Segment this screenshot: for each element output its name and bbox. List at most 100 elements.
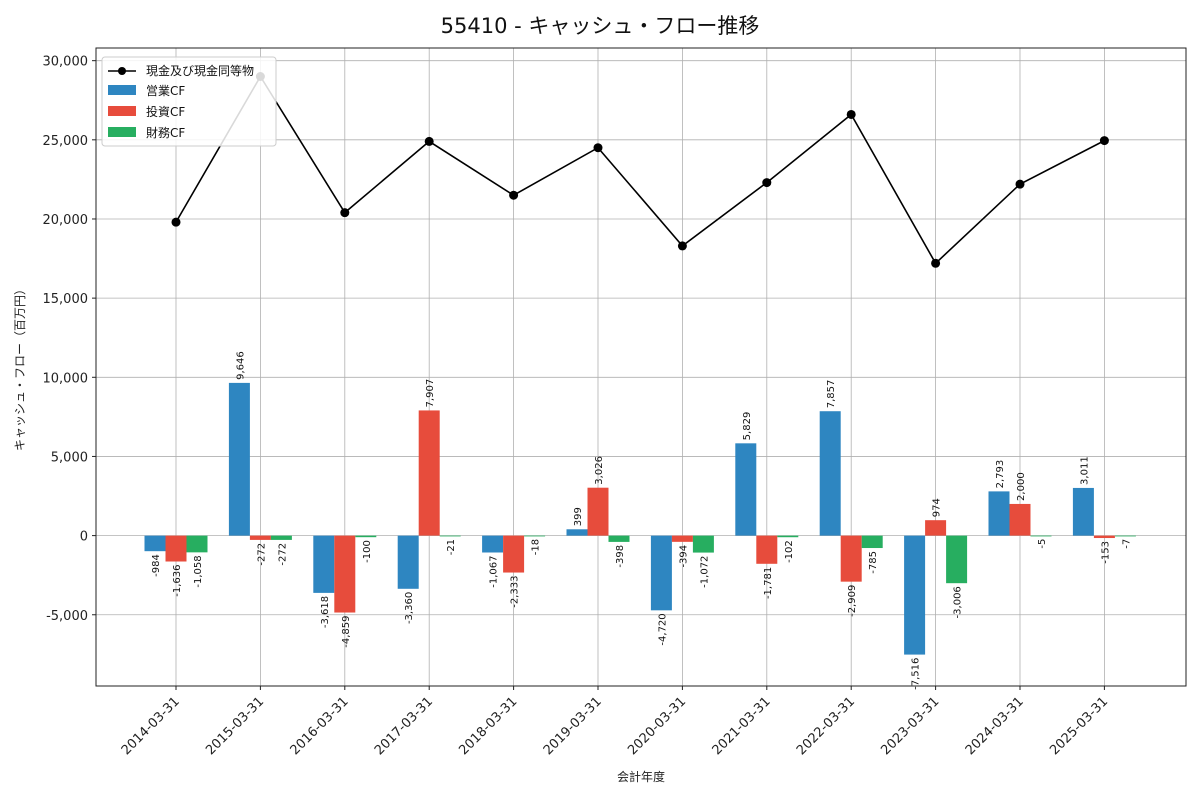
x-tick-label: 2022-03-31 <box>794 694 858 758</box>
cash-point <box>762 178 772 188</box>
investing-cf-label: 3,026 <box>594 456 605 485</box>
investing-cf-label: 2,000 <box>1016 472 1027 501</box>
investing-cf-label: -2,333 <box>510 576 521 608</box>
financing-cf-bar <box>270 535 292 540</box>
y-tick-label: -5,000 <box>46 609 88 624</box>
legend-swatch-financing <box>108 127 136 137</box>
financing-cf-bar <box>1114 535 1136 537</box>
x-tick-label: 2024-03-31 <box>963 694 1027 758</box>
investing-cf-bar <box>587 487 609 536</box>
operating-cf-label: -984 <box>151 554 162 577</box>
operating-cf-label: -7,516 <box>911 658 922 690</box>
investing-cf-label: -153 <box>1100 541 1111 564</box>
investing-cf-label: -394 <box>678 545 689 568</box>
financing-cf-label: -1,072 <box>699 556 710 588</box>
y-tick-label: 20,000 <box>43 213 89 228</box>
financing-cf-bar <box>355 535 377 538</box>
investing-cf-label: -272 <box>256 543 267 566</box>
operating-cf-bar <box>144 535 166 552</box>
investing-cf-bar <box>1009 503 1031 536</box>
y-tick-label: 5,000 <box>51 450 88 465</box>
plot-frame <box>95 47 1187 687</box>
cash-line <box>175 74 1105 265</box>
financing-cf-bar <box>1030 535 1052 537</box>
financing-cf-label: -5 <box>1037 539 1048 549</box>
operating-cf-label: 5,829 <box>742 412 753 441</box>
x-tick-label: 2016-03-31 <box>288 694 352 758</box>
investing-cf-bar <box>418 410 440 536</box>
legend-label-cash: 現金及び現金同等物 <box>146 63 254 78</box>
operating-cf-bar <box>1072 487 1094 536</box>
financing-cf-label: -21 <box>446 539 457 555</box>
operating-cf-label: 9,646 <box>235 351 246 380</box>
investing-cf-bar <box>671 535 693 542</box>
x-ticks: 2014-03-31 2015-03-31 2016-03-31 2017-03-31… <box>119 686 1111 758</box>
investing-cf-bar <box>756 535 778 564</box>
operating-cf-bar <box>819 411 841 536</box>
cash-line-group <box>171 71 1109 268</box>
financing-cf-label: -100 <box>362 540 373 563</box>
x-tick-label: 2019-03-31 <box>541 694 605 758</box>
legend-label-investing: 投資CF <box>146 104 185 119</box>
x-tick-label: 2018-03-31 <box>456 694 520 758</box>
cash-point <box>677 241 687 251</box>
legend-label-operating: 営業CF <box>146 84 185 98</box>
operating-cf-bar <box>988 491 1010 536</box>
data-labels-group: -984 9,646 -3,618 -3,360 -1,067 399 -4,720 5,82… <box>151 351 1132 690</box>
financing-cf-bar <box>777 535 799 538</box>
financing-cf-label: -18 <box>531 539 542 555</box>
y-ticks: -5,000 0 5,000 10,000 15,000 20,000 25,000 30,0… <box>43 55 96 624</box>
operating-cf-bar <box>482 535 504 553</box>
operating-cf-label: 7,857 <box>826 380 837 409</box>
investing-cf-label: -1,636 <box>172 565 183 597</box>
financing-cf-bar <box>608 535 630 542</box>
chart-title: 55410 - キャッシュ・フロー推移 <box>441 14 760 38</box>
y-tick-label: 15,000 <box>43 292 89 307</box>
operating-cf-label: 2,793 <box>995 460 1006 489</box>
cash-point <box>340 208 350 218</box>
x-tick-label: 2023-03-31 <box>878 694 942 758</box>
investing-cf-bar <box>503 535 525 573</box>
operating-cf-bar <box>566 529 588 536</box>
y-axis-label: キャッシュ・フロー（百万円） <box>13 283 27 451</box>
operating-cf-label: -3,618 <box>320 596 331 628</box>
operating-cf-bar <box>735 443 757 536</box>
y-tick-label: 30,000 <box>43 55 89 70</box>
investing-cf-bar <box>334 535 356 613</box>
legend-box <box>101 56 277 147</box>
cash-point <box>846 109 856 119</box>
cash-point <box>424 136 434 146</box>
investing-cf-label: -1,781 <box>763 567 774 599</box>
grid-lines <box>96 48 1186 686</box>
x-tick-label: 2015-03-31 <box>203 694 267 758</box>
investing-cf-bar <box>165 535 187 562</box>
financing-cf-bar <box>692 535 714 553</box>
x-tick-label: 2025-03-31 <box>1047 694 1111 758</box>
financing-cf-bar <box>946 535 968 584</box>
operating-cf-label: -4,720 <box>657 613 668 645</box>
investing-cf-bar <box>925 520 947 536</box>
investing-cf-label: -2,909 <box>847 585 858 617</box>
x-tick-label: 2017-03-31 <box>372 694 436 758</box>
financing-cf-bar <box>861 535 883 549</box>
investing-cf-bar <box>840 535 862 582</box>
legend-label-financing: 財務CF <box>146 125 185 140</box>
y-tick-label: 25,000 <box>43 134 89 149</box>
financing-cf-bar <box>439 535 461 537</box>
operating-cf-bar <box>904 535 926 655</box>
investing-cf-label: 974 <box>932 498 943 517</box>
investing-cf-label: -4,859 <box>341 616 352 648</box>
operating-cf-bar <box>313 535 335 593</box>
financing-cf-bar <box>524 535 546 537</box>
financing-cf-label: -7 <box>1121 539 1132 549</box>
legend-swatch-investing <box>108 106 136 116</box>
cash-point <box>1015 179 1025 189</box>
bars-group <box>144 382 1136 655</box>
investing-cf-bar <box>1093 535 1115 539</box>
cash-point <box>593 143 603 153</box>
x-axis-label: 会計年度 <box>617 769 665 784</box>
financing-cf-bar <box>186 535 208 553</box>
financing-cf-label: -398 <box>615 545 626 568</box>
cash-point <box>509 190 519 200</box>
